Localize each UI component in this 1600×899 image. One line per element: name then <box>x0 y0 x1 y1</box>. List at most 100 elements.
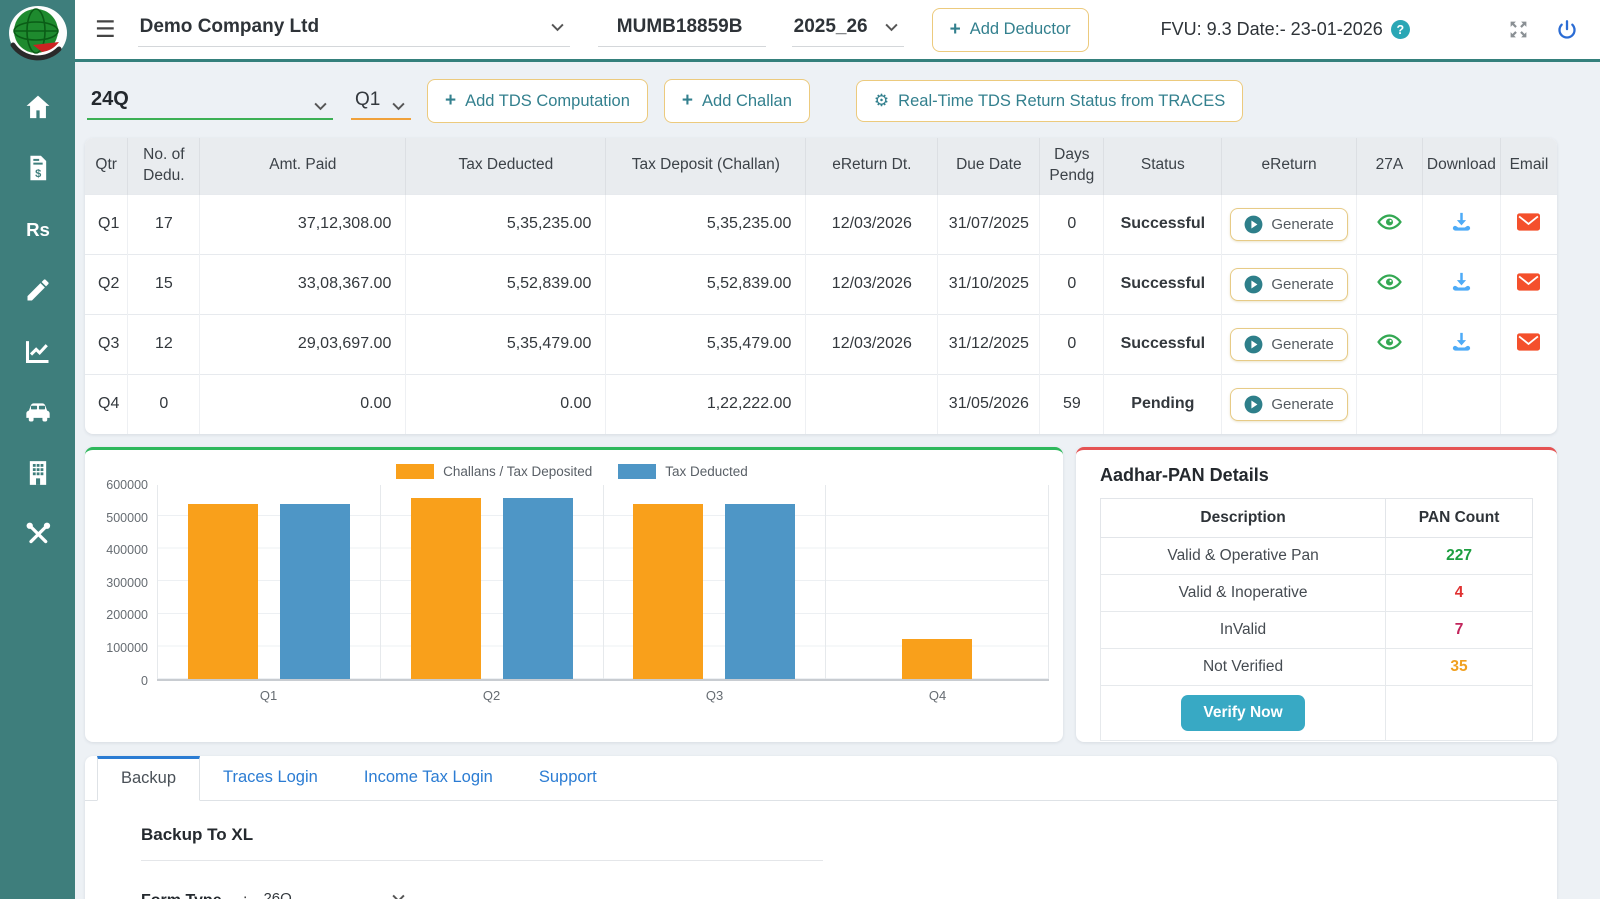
table-row: Q1 17 37,12,308.00 5,35,235.00 5,35,235.00 12… <box>85 193 1557 255</box>
quarter-summary-card: Qtr No. of Dedu. Amt. Paid Tax Deducted Tax … <box>85 138 1557 434</box>
add-challan-button[interactable]: + Add Challan <box>663 79 810 123</box>
invoice-icon[interactable]: $ <box>24 154 52 182</box>
car-icon[interactable] <box>24 398 52 426</box>
company-select[interactable]: Demo Company Ltd <box>137 12 570 47</box>
email-cell <box>1500 193 1557 255</box>
chart-bar[interactable] <box>410 497 481 679</box>
sidebar-nav: $ Rs <box>24 93 52 548</box>
view-27a-cell <box>1356 373 1423 434</box>
chart-bar[interactable] <box>279 503 350 679</box>
quarter-summary-table: Qtr No. of Dedu. Amt. Paid Tax Deducted Tax … <box>85 138 1557 434</box>
power-icon[interactable] <box>1556 19 1578 41</box>
plus-icon: + <box>681 90 694 111</box>
chart-bar[interactable] <box>187 503 258 679</box>
qtr-cell: Q2 <box>85 253 129 315</box>
legend-label: Tax Deducted <box>665 463 748 479</box>
tab-backup[interactable]: Backup <box>97 755 201 801</box>
download-icon[interactable] <box>1450 211 1473 232</box>
email-cell <box>1500 253 1557 315</box>
tab-support[interactable]: Support <box>538 767 597 786</box>
fvu-info: FVU: 9.3 Date:- 23-01-2026 ? <box>1161 19 1410 40</box>
generate-ereturn-button[interactable]: Generate <box>1230 327 1348 361</box>
ereturn-date-cell: 12/03/2026 <box>805 313 939 375</box>
amount-paid-cell: 37,12,308.00 <box>199 193 407 255</box>
email-icon[interactable] <box>1517 333 1541 351</box>
chart-category-group <box>826 484 1049 679</box>
building-icon[interactable] <box>24 459 52 487</box>
tax-deducted-cell: 5,52,839.00 <box>405 253 607 315</box>
x-tick-label: Q4 <box>928 687 947 703</box>
email-icon[interactable] <box>1517 273 1541 291</box>
eye-icon[interactable] <box>1377 273 1402 291</box>
utility-tabs-card: Backup Traces Login Income Tax Login Suppor… <box>85 755 1557 899</box>
assessment-year-select[interactable]: 2025_26 <box>791 12 904 47</box>
backup-form-type-select[interactable]: 26Q <box>261 888 409 899</box>
generate-ereturn-button[interactable]: Generate <box>1230 387 1348 421</box>
tax-deposit-cell: 5,52,839.00 <box>605 253 807 315</box>
traces-status-button[interactable]: ⚙ Real-Time TDS Return Status from TRACE… <box>855 80 1244 122</box>
due-date-cell: 31/12/2025 <box>937 313 1041 375</box>
days-pending-cell: 59 <box>1039 373 1105 434</box>
backup-tab-content: Backup To XL Form Type : 26Q <box>85 801 1557 899</box>
legend-item[interactable]: Tax Deducted <box>618 463 748 479</box>
verify-now-button[interactable]: Verify Now <box>1181 694 1305 731</box>
fullscreen-icon[interactable] <box>1508 19 1529 40</box>
form-type-select[interactable]: 24Q <box>87 82 333 120</box>
hamburger-menu-icon[interactable]: ☰ <box>95 16 116 42</box>
add-challan-label: Add Challan <box>702 91 792 110</box>
qtr-cell: Q1 <box>85 193 129 255</box>
ereturn-cell: Generate <box>1221 253 1357 315</box>
table-row: Q2 15 33,08,367.00 5,52,839.00 5,52,839.00 12… <box>85 253 1557 315</box>
amount-paid-cell: 0.00 <box>199 373 407 434</box>
help-icon[interactable]: ? <box>1390 20 1410 39</box>
tax-deposit-cell: 1,22,222.00 <box>605 373 807 434</box>
return-toolbar: 24Q Q1 + Add TDS Computation + Add Chall… <box>87 79 1557 123</box>
tan-field[interactable]: MUMB18859B <box>597 12 766 47</box>
tab-traces-login[interactable]: Traces Login <box>223 767 318 786</box>
tools-icon[interactable] <box>24 520 52 548</box>
pencil-icon[interactable] <box>24 276 52 304</box>
chart-category-group <box>381 484 604 679</box>
chart-x-axis-labels: Q1 Q2 Q3 Q4 <box>157 688 1049 703</box>
eye-icon[interactable] <box>1377 213 1402 231</box>
download-icon[interactable] <box>1450 271 1473 292</box>
pan-description-cell: Valid & Operative Pan <box>1099 536 1387 575</box>
header-actions <box>1508 19 1578 41</box>
eye-icon[interactable] <box>1377 333 1402 351</box>
home-icon[interactable] <box>24 93 52 121</box>
column-header: Days Pendg <box>1039 138 1105 195</box>
days-pending-cell: 0 <box>1039 313 1105 375</box>
add-tds-computation-button[interactable]: + Add TDS Computation <box>427 79 648 123</box>
quarter-select[interactable]: Q1 <box>351 83 411 120</box>
chart-bar[interactable] <box>502 497 573 679</box>
chart-category-group <box>604 484 827 679</box>
generate-ereturn-button[interactable]: Generate <box>1230 267 1348 301</box>
status-cell: Successful <box>1103 253 1223 315</box>
chart-bar[interactable] <box>633 503 704 679</box>
aadhar-pan-card: Aadhar-PAN Details Description PAN Count … <box>1076 446 1557 742</box>
svg-text:Rs: Rs <box>26 219 50 240</box>
rupee-icon[interactable]: Rs <box>24 215 52 243</box>
chevron-down-icon <box>551 23 564 31</box>
fvu-text: FVU: 9.3 Date:- 23-01-2026 <box>1160 19 1383 39</box>
chart-icon[interactable] <box>24 337 52 365</box>
column-header: Email <box>1500 138 1557 195</box>
lower-row: Challans / Tax Deposited Tax Deducted 600… <box>85 446 1557 742</box>
download-icon[interactable] <box>1450 331 1473 352</box>
table-header-row: Qtr No. of Dedu. Amt. Paid Tax Deducted Tax … <box>85 138 1557 195</box>
email-icon[interactable] <box>1517 213 1541 231</box>
chart-bar[interactable] <box>902 638 973 679</box>
page-content: 24Q Q1 + Add TDS Computation + Add Chall… <box>75 62 1600 899</box>
tab-income-tax-login[interactable]: Income Tax Login <box>363 767 493 786</box>
download-cell <box>1422 313 1501 375</box>
backup-form-type-value: 26Q <box>263 889 292 899</box>
pan-description-cell: InValid <box>1099 610 1387 649</box>
column-header: No. of Dedu. <box>127 138 201 195</box>
add-deductor-button[interactable]: + Add Deductor <box>931 7 1089 52</box>
legend-item[interactable]: Challans / Tax Deposited <box>396 463 592 479</box>
chart-legend: Challans / Tax Deposited Tax Deducted <box>95 463 1049 479</box>
column-header: Download <box>1422 138 1501 195</box>
chart-bar[interactable] <box>725 503 796 679</box>
status-cell: Successful <box>1103 313 1223 375</box>
generate-ereturn-button[interactable]: Generate <box>1230 207 1348 241</box>
